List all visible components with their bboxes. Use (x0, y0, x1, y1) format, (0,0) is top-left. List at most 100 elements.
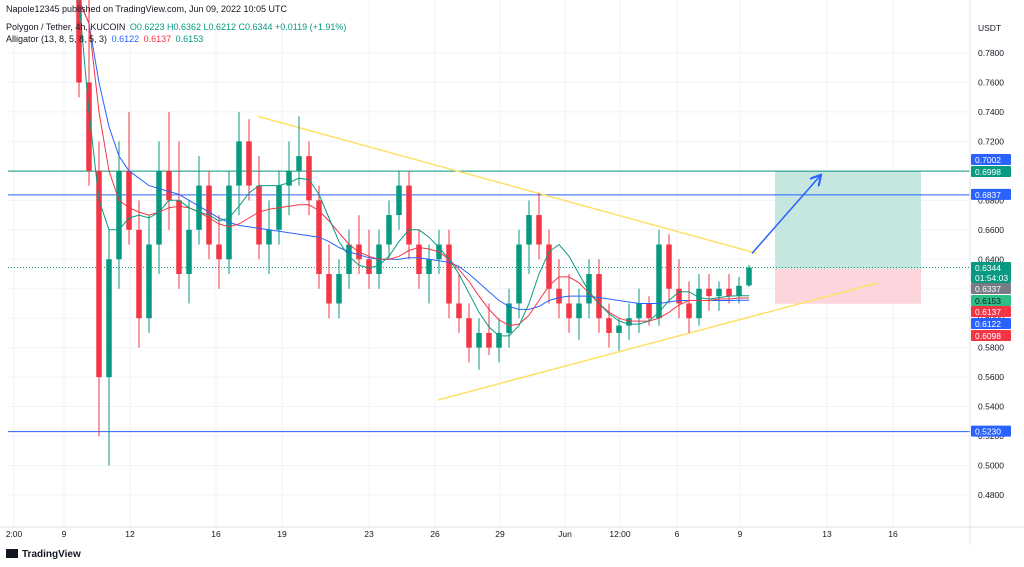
price-tick-label: 0.4800 (978, 490, 1004, 500)
candle[interactable] (366, 259, 372, 274)
candle[interactable] (256, 185, 262, 245)
candle[interactable] (116, 170, 122, 260)
candle[interactable] (716, 288, 722, 297)
candle[interactable] (336, 274, 342, 304)
alligator-legend[interactable]: Alligator (13, 8, 5, 8, 5, 3) 0.6122 0.6… (6, 34, 205, 44)
candle[interactable] (156, 170, 162, 245)
candle[interactable] (296, 156, 302, 171)
candle[interactable] (546, 244, 552, 289)
candle[interactable] (326, 274, 332, 304)
candle[interactable] (396, 185, 402, 216)
candle[interactable] (646, 303, 652, 319)
price-tag-text: 0.6337 (975, 284, 1001, 294)
candle[interactable] (386, 215, 392, 245)
candle[interactable] (146, 244, 152, 319)
price-tag-target[interactable] (971, 166, 1011, 177)
candle[interactable] (696, 288, 702, 319)
candle[interactable] (426, 259, 432, 274)
support-trendline[interactable] (437, 282, 879, 401)
candle[interactable] (136, 229, 142, 319)
alligator-jaw-line[interactable] (78, 0, 749, 310)
candle[interactable] (196, 185, 202, 230)
candle[interactable] (536, 215, 542, 245)
candle[interactable] (556, 288, 562, 304)
price-tag-teeth[interactable] (971, 306, 1011, 317)
price-tag-countdown[interactable] (971, 272, 1011, 283)
candle[interactable] (186, 229, 192, 274)
price-tag-hline[interactable] (971, 188, 1011, 200)
candle[interactable] (166, 170, 172, 201)
candle[interactable] (96, 170, 102, 378)
candle[interactable] (526, 215, 532, 245)
candle[interactable] (286, 170, 292, 186)
candle[interactable] (416, 244, 422, 274)
candle[interactable] (506, 303, 512, 333)
price-tick-label: 0.6400 (978, 254, 1004, 264)
candle[interactable] (496, 332, 502, 348)
axis-unit-label: USDT (978, 23, 1001, 33)
tradingview-logo[interactable]: TradingView (6, 549, 81, 560)
candle[interactable] (216, 244, 222, 260)
candle[interactable] (516, 244, 522, 304)
time-tick-label: 26 (430, 529, 440, 539)
target-zone[interactable] (775, 171, 921, 269)
price-tick-label: 0.7600 (978, 77, 1004, 87)
candle[interactable] (486, 332, 492, 348)
candle[interactable] (266, 229, 272, 245)
stop-zone[interactable] (775, 268, 921, 304)
time-tick-label: 9 (62, 529, 67, 539)
candle[interactable] (706, 288, 712, 297)
time-tick-label: 13 (822, 529, 832, 539)
teeth-value: 0.6137 (143, 34, 172, 44)
candle[interactable] (306, 156, 312, 201)
candle[interactable] (736, 285, 742, 297)
candle[interactable] (606, 318, 612, 333)
price-tag-lips[interactable] (971, 295, 1011, 306)
projection-arrow[interactable] (751, 176, 820, 254)
candle[interactable] (346, 244, 352, 274)
candle[interactable] (406, 185, 412, 245)
price-tag-stop[interactable] (971, 330, 1011, 341)
candle[interactable] (746, 267, 752, 286)
candle[interactable] (476, 332, 482, 348)
price-tag-target-top[interactable] (971, 154, 1011, 165)
candle[interactable] (566, 303, 572, 319)
candle[interactable] (636, 303, 642, 319)
candle[interactable] (106, 259, 112, 378)
price-tag-hline[interactable] (971, 425, 1011, 437)
candle[interactable] (586, 274, 592, 304)
price-tick-label: 0.6600 (978, 225, 1004, 235)
candle[interactable] (456, 303, 462, 319)
candle[interactable] (726, 288, 732, 297)
candle[interactable] (86, 82, 92, 171)
candle[interactable] (246, 141, 252, 186)
price-tag-text: 0.6153 (975, 296, 1001, 306)
candle[interactable] (676, 288, 682, 304)
price-tag-text: 0.6098 (975, 331, 1001, 341)
candle[interactable] (126, 170, 132, 230)
candle[interactable] (656, 244, 662, 319)
alligator-lips-line[interactable] (78, 0, 749, 337)
candle[interactable] (626, 318, 632, 326)
candle[interactable] (236, 141, 242, 186)
candle[interactable] (686, 303, 692, 319)
indicator-name[interactable]: Alligator (13, 8, 5, 8, 5, 3) (6, 34, 108, 44)
candle[interactable] (596, 274, 602, 319)
candle[interactable] (176, 200, 182, 274)
candle[interactable] (466, 318, 472, 348)
candle[interactable] (616, 325, 622, 333)
price-tag-text: 0.5230 (975, 427, 1001, 437)
candle[interactable] (666, 244, 672, 289)
price-tick-label: 0.7400 (978, 107, 1004, 117)
price-tick-label: 0.5800 (978, 343, 1004, 353)
candle[interactable] (76, 0, 82, 83)
price-tag-entry[interactable] (971, 283, 1011, 294)
candle[interactable] (446, 244, 452, 304)
price-tag-jaw[interactable] (971, 318, 1011, 329)
candle[interactable] (576, 303, 582, 319)
symbol-name[interactable]: Polygon / Tether, 4h, KUCOIN (6, 22, 126, 32)
price-tag-last[interactable] (971, 262, 1011, 273)
symbol-legend[interactable]: Polygon / Tether, 4h, KUCOIN O0.6223 H0.… (6, 22, 348, 32)
resistance-trendline[interactable] (257, 115, 758, 255)
